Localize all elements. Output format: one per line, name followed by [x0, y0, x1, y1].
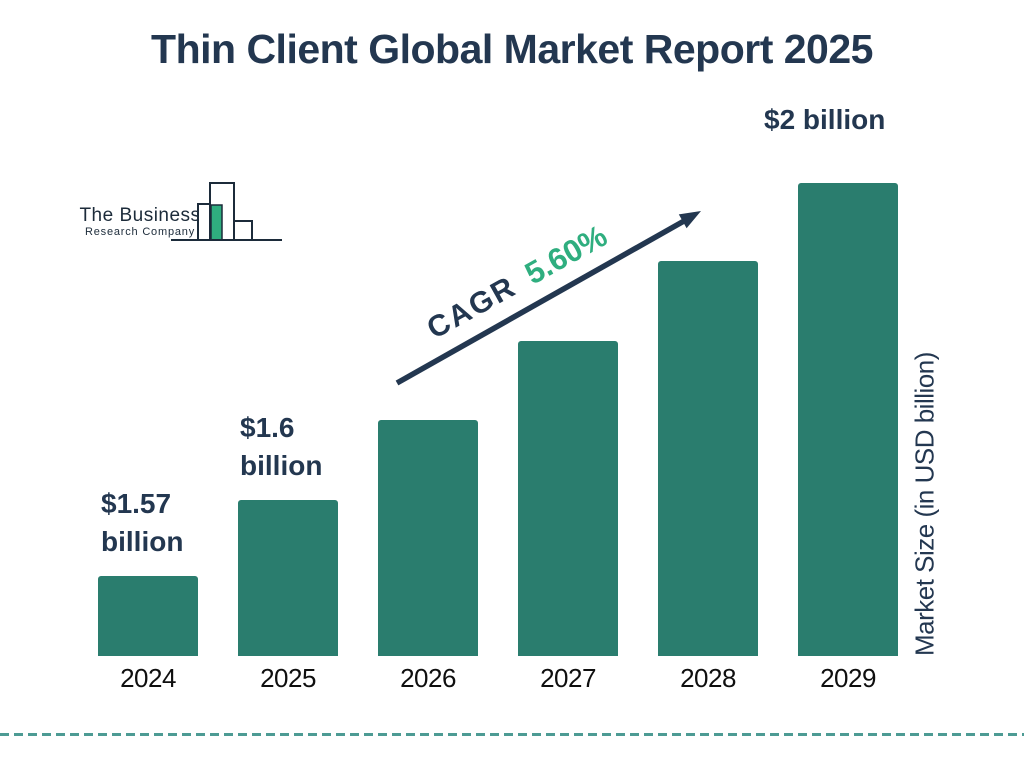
chart-bar-2025	[238, 500, 338, 656]
x-tick-2029: 2029	[820, 663, 876, 693]
x-tick-2027: 2027	[540, 663, 596, 693]
page-title: Thin Client Global Market Report 2025	[151, 26, 873, 72]
x-tick-2028: 2028	[680, 663, 736, 693]
logo-company-subtitle: Research Company	[84, 226, 195, 238]
chart-bar-2029	[798, 183, 898, 656]
bottom-dashed-divider	[0, 733, 1024, 736]
logo-company-name: The Business	[79, 205, 201, 226]
chart-bar-2024	[98, 576, 198, 656]
logo-text: The Business Research Company	[78, 205, 202, 239]
value-label-2029: $2 billion	[764, 104, 886, 135]
value-label-2025: $1.6 billion	[240, 412, 323, 481]
value-label-2024: $1.57 billion	[101, 488, 184, 557]
chart-bar-2026	[378, 420, 478, 656]
x-tick-2025: 2025	[260, 663, 316, 693]
y-axis-label: Market Size (in USD billion)	[909, 352, 940, 656]
logo-bar-chart-icon	[171, 182, 282, 241]
company-logo: The Business Research Company	[78, 180, 283, 244]
chart-bar-2027	[518, 341, 618, 656]
x-tick-2024: 2024	[120, 663, 176, 693]
chart-bar-2028	[658, 261, 758, 656]
x-tick-2026: 2026	[400, 663, 456, 693]
